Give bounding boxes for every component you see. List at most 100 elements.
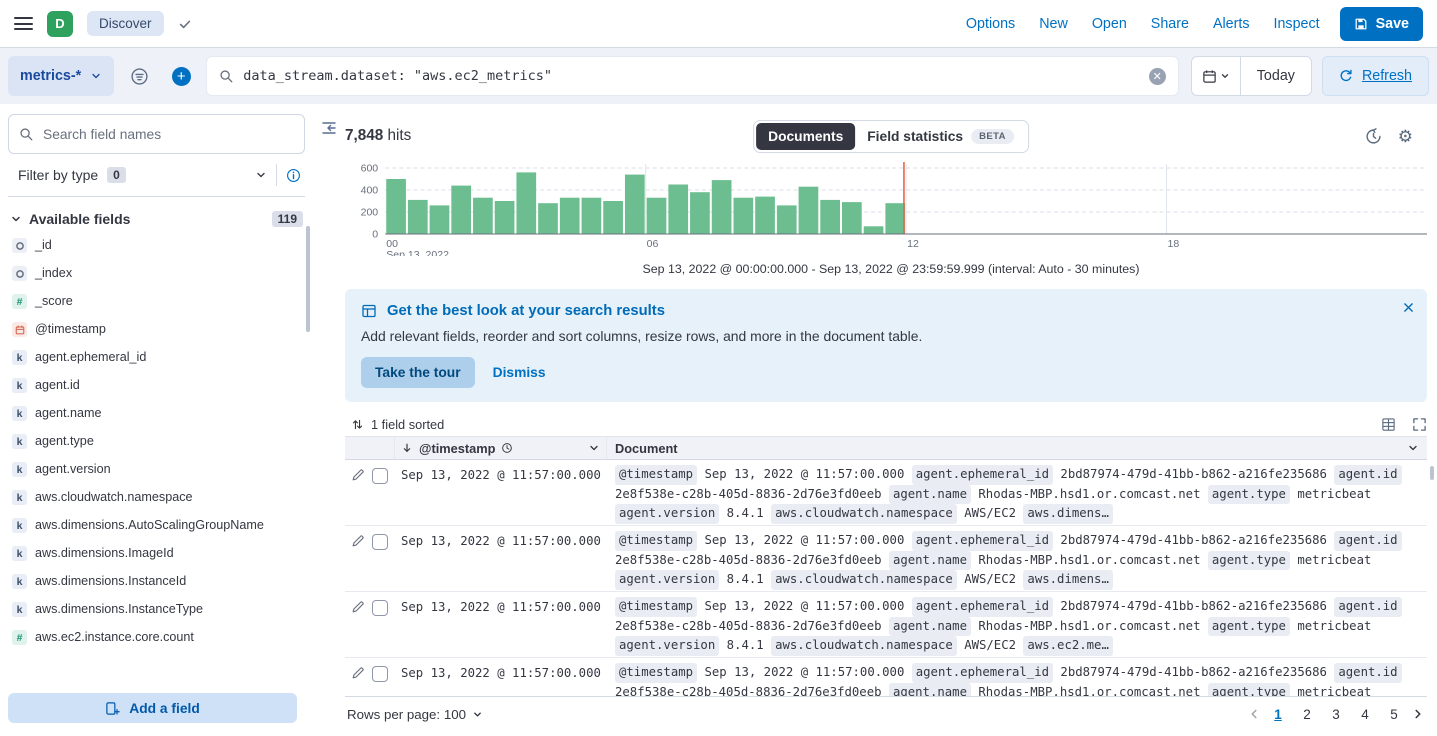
- select-row-checkbox[interactable]: [372, 666, 388, 682]
- nav-link-share[interactable]: Share: [1150, 15, 1189, 32]
- field-item[interactable]: k agent.​type: [8, 427, 305, 455]
- expand-document-icon[interactable]: [351, 534, 365, 548]
- histogram-bar[interactable]: [690, 192, 710, 234]
- select-row-checkbox[interactable]: [372, 600, 388, 616]
- chart-options-icon[interactable]: [1365, 127, 1382, 145]
- chevron-down-icon[interactable]: [1407, 442, 1419, 454]
- field-item[interactable]: k agent.​version: [8, 455, 305, 483]
- document-column-header[interactable]: Document: [607, 437, 1427, 459]
- histogram-bar[interactable]: [451, 185, 472, 234]
- tab-field-statistics[interactable]: Field statistics BETA: [855, 123, 1026, 150]
- tab-documents[interactable]: Documents: [756, 122, 856, 150]
- previous-page-icon[interactable]: [1247, 707, 1261, 721]
- field-item[interactable]: # aws.​ec2.​instance.​core.​count: [8, 623, 305, 651]
- field-item[interactable]: # _score: [8, 287, 305, 315]
- grid-scrollbar[interactable]: [1430, 466, 1434, 480]
- page-button-4[interactable]: 4: [1353, 702, 1377, 726]
- add-filter-button[interactable]: +: [164, 56, 198, 96]
- saved-query-menu-icon[interactable]: [122, 56, 156, 96]
- expand-document-icon[interactable]: [351, 468, 365, 482]
- histogram-bar[interactable]: [494, 201, 515, 234]
- calendar-menu-button[interactable]: [1192, 57, 1241, 95]
- nav-link-inspect[interactable]: Inspect: [1273, 15, 1320, 32]
- hits-row: 7,848 hits Documents Field statistics BE…: [345, 104, 1437, 160]
- field-item[interactable]: _id: [8, 231, 305, 259]
- rows-per-page-button[interactable]: Rows per page: 100: [347, 707, 483, 722]
- add-field-button[interactable]: Add a field: [8, 693, 297, 723]
- histogram-bar[interactable]: [820, 199, 840, 234]
- nav-link-alerts[interactable]: Alerts: [1212, 15, 1250, 32]
- field-search-input[interactable]: [43, 126, 294, 142]
- histogram-bar[interactable]: [863, 226, 884, 234]
- histogram-bar[interactable]: [885, 203, 906, 234]
- timestamp-column-header[interactable]: @timestamp: [395, 437, 607, 459]
- nav-link-options[interactable]: Options: [965, 15, 1016, 32]
- available-fields-toggle[interactable]: Available fields 119: [10, 211, 303, 227]
- nav-link-new[interactable]: New: [1039, 15, 1068, 32]
- histogram-bar[interactable]: [559, 197, 580, 234]
- expand-document-icon[interactable]: [351, 666, 365, 680]
- histogram-bar[interactable]: [624, 174, 645, 234]
- close-icon[interactable]: [1402, 301, 1415, 314]
- sidebar-scrollbar[interactable]: [306, 226, 310, 332]
- page-button-5[interactable]: 5: [1382, 702, 1406, 726]
- field-item[interactable]: k agent.​name: [8, 399, 305, 427]
- page-button-2[interactable]: 2: [1295, 702, 1319, 726]
- sort-fields-button[interactable]: 1 field sorted: [351, 417, 444, 432]
- collapse-sidebar-icon[interactable]: [321, 120, 337, 136]
- histogram-bar[interactable]: [798, 186, 819, 234]
- histogram-bar[interactable]: [386, 179, 406, 234]
- histogram-bar[interactable]: [711, 180, 732, 234]
- page-button-1[interactable]: 1: [1266, 702, 1290, 726]
- clock-icon: [502, 443, 513, 453]
- field-item[interactable]: k aws.​dimensions.​InstanceId: [8, 567, 305, 595]
- expand-document-icon[interactable]: [351, 600, 365, 614]
- histogram-bar[interactable]: [733, 197, 754, 234]
- histogram-bar[interactable]: [581, 197, 602, 234]
- dismiss-button[interactable]: Dismiss: [492, 365, 546, 380]
- chevron-down-icon[interactable]: [588, 442, 600, 454]
- select-row-checkbox[interactable]: [372, 468, 388, 484]
- histogram-bar[interactable]: [538, 203, 558, 234]
- save-button[interactable]: Save: [1339, 6, 1423, 41]
- histogram-bar[interactable]: [842, 202, 862, 234]
- field-item[interactable]: k aws.​dimensions.​AutoScalingGroupName: [8, 511, 305, 539]
- refresh-button[interactable]: Refresh: [1321, 56, 1429, 96]
- histogram-bar[interactable]: [516, 172, 537, 234]
- data-view-picker[interactable]: metrics-*: [8, 56, 115, 96]
- field-item[interactable]: k agent.​ephemeral_id: [8, 343, 305, 371]
- histogram-bar[interactable]: [668, 184, 689, 235]
- date-range-today[interactable]: Today: [1256, 68, 1295, 84]
- histogram-bar[interactable]: [646, 197, 667, 234]
- gear-icon[interactable]: ⚙: [1397, 126, 1413, 146]
- histogram-bar[interactable]: [603, 201, 623, 234]
- filter-by-type-button[interactable]: Filter by type 0: [8, 154, 305, 197]
- field-item[interactable]: _index: [8, 259, 305, 287]
- callout-body: Add relevant fields, reorder and sort co…: [361, 328, 923, 344]
- field-item[interactable]: @timestamp: [8, 315, 305, 343]
- field-item[interactable]: k agent.​id: [8, 371, 305, 399]
- breadcrumb-discover[interactable]: Discover: [87, 11, 164, 36]
- field-item[interactable]: k aws.​dimensions.​ImageId: [8, 539, 305, 567]
- display-options-icon[interactable]: [1381, 417, 1396, 432]
- field-name-badge: agent.id: [1334, 531, 1402, 551]
- histogram-bar[interactable]: [473, 197, 493, 234]
- clear-query-icon[interactable]: ✕: [1148, 67, 1166, 85]
- histogram-bar[interactable]: [429, 205, 450, 234]
- info-icon[interactable]: [286, 168, 301, 183]
- next-page-icon[interactable]: [1411, 707, 1425, 721]
- query-input[interactable]: [243, 68, 1140, 84]
- histogram-bar[interactable]: [407, 199, 428, 234]
- take-the-tour-button[interactable]: Take the tour: [361, 357, 475, 388]
- fullscreen-icon[interactable]: [1412, 417, 1427, 432]
- select-row-checkbox[interactable]: [372, 534, 388, 550]
- page-button-3[interactable]: 3: [1324, 702, 1348, 726]
- field-item[interactable]: k aws.​dimensions.​InstanceType: [8, 595, 305, 623]
- space-avatar[interactable]: D: [47, 10, 73, 37]
- histogram-bar[interactable]: [755, 196, 775, 234]
- hamburger-menu-icon[interactable]: [14, 17, 33, 30]
- nav-link-open[interactable]: Open: [1091, 15, 1127, 32]
- field-item[interactable]: k aws.​cloudwatch.​namespace: [8, 483, 305, 511]
- histogram-bar[interactable]: [776, 205, 797, 234]
